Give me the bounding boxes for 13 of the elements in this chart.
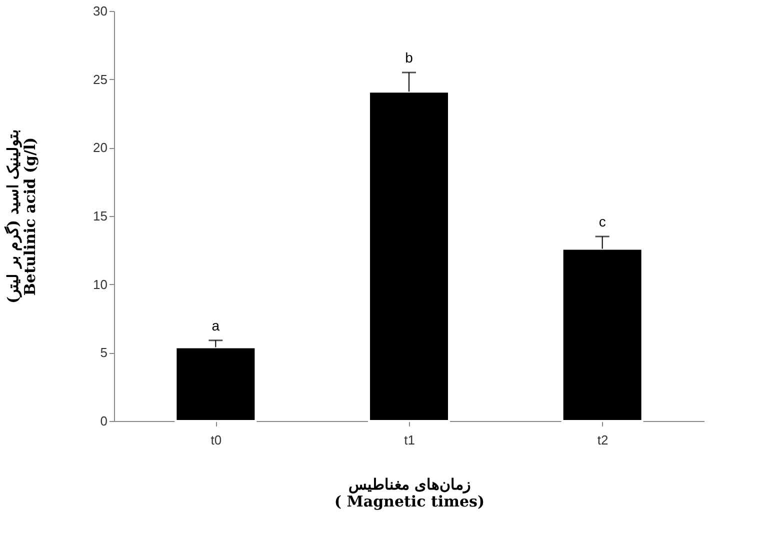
y-tick-label: 25	[93, 72, 108, 87]
y-tick-label: 0	[100, 414, 108, 428]
annotation: a	[212, 317, 220, 334]
y-tick-label: 15	[93, 208, 108, 224]
y-tick-label: 30	[93, 4, 108, 18]
x-tick-label: t1	[404, 432, 415, 448]
y-tick-label: 10	[93, 276, 108, 292]
y-tick-label: 5	[100, 345, 108, 360]
x-tick-label: t0	[210, 432, 222, 448]
x-tick-label: t2	[597, 432, 608, 448]
y-tick-label: 20	[93, 140, 108, 156]
annotation: b	[405, 50, 414, 66]
annotation: c	[598, 214, 606, 230]
